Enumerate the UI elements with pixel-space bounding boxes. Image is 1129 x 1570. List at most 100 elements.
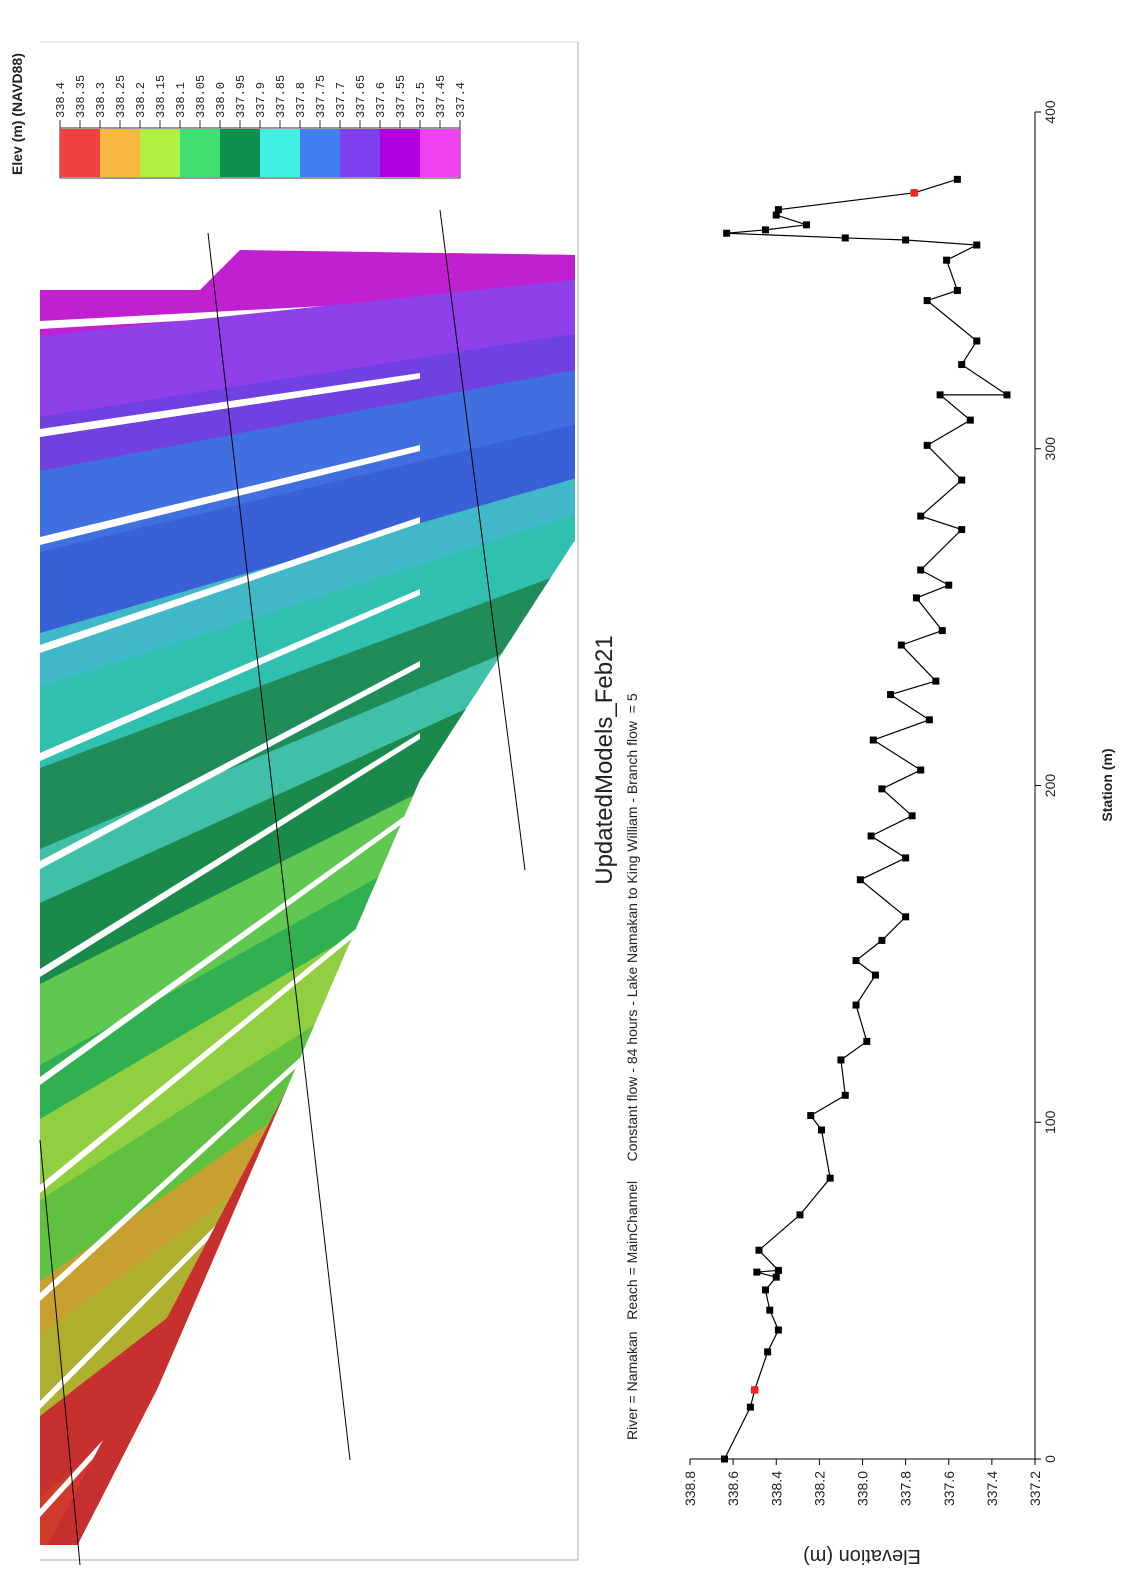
legend-label: 337.6 xyxy=(374,82,388,118)
legend-label: 337.4 xyxy=(454,82,468,118)
data-point xyxy=(923,441,931,449)
data-point xyxy=(902,236,910,244)
y-tick-label: 337.2 xyxy=(1027,1471,1043,1506)
terrain-band xyxy=(40,279,575,366)
data-point xyxy=(841,234,849,242)
x-axis-label: Station (m) xyxy=(1099,748,1115,821)
data-line xyxy=(723,178,1009,1460)
x-tick-label: 400 xyxy=(1042,100,1058,124)
legend-label: 337.85 xyxy=(274,75,288,118)
legend-label: 338.15 xyxy=(154,75,168,118)
chart: 0 100 200 300 400 337.2 337.4 337.6 337.8 338.0 33… xyxy=(682,100,1058,1506)
data-point xyxy=(772,1273,780,1281)
y-tick-label: 337.4 xyxy=(984,1471,1000,1506)
legend-label: 337.5 xyxy=(414,82,428,118)
terrain-band xyxy=(40,495,575,690)
legend-swatch xyxy=(420,129,460,177)
data-point xyxy=(871,971,879,979)
data-point xyxy=(856,876,864,884)
data-point xyxy=(917,566,925,574)
data-point xyxy=(953,286,961,294)
data-point xyxy=(852,957,860,965)
data-point xyxy=(945,581,953,589)
legend-label: 338.35 xyxy=(74,75,88,118)
highlight-point xyxy=(910,188,919,197)
terrain-band xyxy=(40,567,575,798)
terrain-gap xyxy=(310,954,575,1545)
chart-subtitle: River = Namakan Reach = MainChannel Cons… xyxy=(624,693,640,1440)
data-point xyxy=(887,691,895,699)
legend-swatch xyxy=(180,129,220,177)
data-point xyxy=(953,175,961,183)
legend-label: 338.2 xyxy=(134,82,148,118)
legend-swatch xyxy=(340,129,380,177)
data-point xyxy=(878,785,886,793)
data-point xyxy=(867,832,875,840)
legend-swatch xyxy=(100,129,140,177)
data-point xyxy=(943,256,951,264)
terrain-band xyxy=(40,423,575,582)
data-point xyxy=(746,1403,754,1411)
y-tick-label: 338.4 xyxy=(768,1471,784,1506)
terrain-gap xyxy=(40,517,420,653)
data-point xyxy=(917,766,925,774)
y-tick-label: 338.0 xyxy=(855,1471,871,1506)
y-tick-label: 338.2 xyxy=(811,1471,827,1506)
cross-section-line xyxy=(39,1139,81,1566)
data-point xyxy=(869,736,877,744)
terrain-gap xyxy=(40,733,420,977)
legend-label: 337.75 xyxy=(314,75,328,118)
highlight-point xyxy=(750,1385,759,1394)
terrain-gap xyxy=(40,805,420,1085)
data-point xyxy=(958,476,966,484)
data-point xyxy=(1003,391,1011,399)
legend-swatch xyxy=(140,129,180,177)
legend-label: 337.45 xyxy=(434,75,448,118)
data-point xyxy=(723,229,731,237)
terrain-band xyxy=(40,639,575,906)
data-point xyxy=(917,512,925,520)
data-point xyxy=(923,297,931,305)
legend-swatch xyxy=(260,129,300,177)
terrain-band xyxy=(40,297,575,393)
data-point xyxy=(925,716,933,724)
terrain-band xyxy=(40,351,575,474)
data-point xyxy=(807,1112,815,1120)
x-tick-label: 200 xyxy=(1042,774,1058,798)
data-point xyxy=(774,1266,782,1274)
y-tick-label: 338.8 xyxy=(682,1471,698,1506)
data-point xyxy=(766,1306,774,1314)
data-point xyxy=(938,627,946,635)
terrain-gap xyxy=(40,877,420,1193)
data-point xyxy=(958,526,966,534)
data-point xyxy=(802,221,810,229)
terrain-band xyxy=(40,459,575,636)
cross-section-line xyxy=(439,209,526,871)
legend-label: 338.05 xyxy=(194,75,208,118)
terrain-band xyxy=(40,441,575,609)
terrain-band xyxy=(40,250,575,312)
data-point xyxy=(818,1126,826,1134)
terrain-band xyxy=(40,621,575,879)
data-point xyxy=(966,416,974,424)
legend-label: 338.25 xyxy=(114,75,128,118)
data-point xyxy=(902,854,910,862)
legend-swatch xyxy=(380,129,420,177)
y-tick-label: 337.8 xyxy=(898,1471,914,1506)
data-point xyxy=(973,241,981,249)
data-point xyxy=(774,206,782,214)
terrain-band xyxy=(40,657,575,933)
legend-label: 337.8 xyxy=(294,82,308,118)
terrain-band xyxy=(40,387,575,528)
legend-label: 337.7 xyxy=(334,82,348,118)
legend: 338.4 338.35 338.3 338.25 338.2 338.15 338.1 33… xyxy=(54,75,468,177)
terrain-band xyxy=(40,549,575,771)
data-point xyxy=(912,594,920,602)
data-point xyxy=(852,1001,860,1009)
data-point xyxy=(908,812,916,820)
legend-label: 337.95 xyxy=(234,75,248,118)
legend-title: Elev (m) (NAVD88) xyxy=(9,53,25,175)
data-point xyxy=(774,1326,782,1334)
legend-label: 338.4 xyxy=(54,82,68,118)
